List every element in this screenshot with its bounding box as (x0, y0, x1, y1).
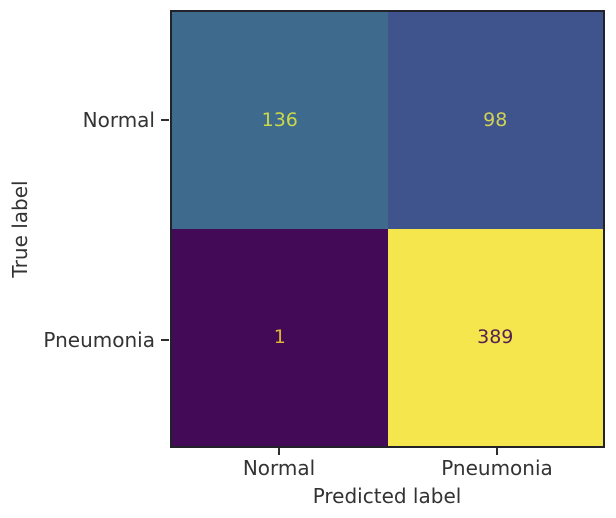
y-axis-label: True label (8, 180, 32, 278)
cell-value-true-normal-pred-normal: 136 (261, 109, 298, 131)
cell-true-normal-pred-pneumonia: 98 (387, 12, 603, 229)
y-tick-label-pneumonia: Pneumonia (43, 328, 155, 352)
cell-true-pneumonia-pred-normal: 1 (172, 229, 388, 446)
cell-true-normal-pred-normal: 136 (172, 12, 388, 229)
cell-value-true-pneumonia-pred-normal: 1 (273, 326, 286, 348)
y-tick-label-normal: Normal (82, 108, 155, 132)
x-tick-mark-pneumonia (496, 448, 498, 455)
y-tick-mark-pneumonia (161, 339, 169, 341)
heatmap-grid: 136 98 1 389 (172, 12, 603, 446)
x-tick-label-normal: Normal (242, 456, 316, 480)
cell-value-true-normal-pred-pneumonia: 98 (483, 109, 508, 131)
x-tick-mark-normal (278, 448, 280, 455)
y-tick-mark-normal (161, 119, 169, 121)
x-tick-label-pneumonia: Pneumonia (441, 456, 553, 480)
heatmap-plot-area: 136 98 1 389 (170, 10, 605, 448)
x-axis-label: Predicted label (312, 484, 462, 508)
cell-value-true-pneumonia-pred-pneumonia: 389 (477, 326, 514, 348)
cell-true-pneumonia-pred-pneumonia: 389 (387, 229, 603, 446)
